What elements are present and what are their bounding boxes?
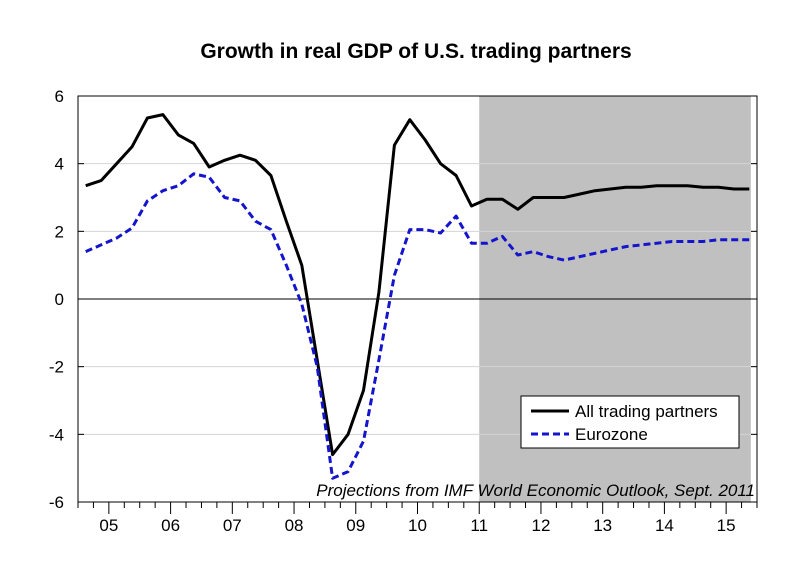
series-line-all-trading-partners	[85, 113, 750, 457]
legend-label: Eurozone	[575, 425, 648, 444]
y-tick-label: 4	[55, 155, 64, 174]
x-tick-label: 09	[346, 516, 365, 535]
x-tick-label: 11	[470, 516, 488, 535]
chart-title: Growth in real GDP of U.S. trading partn…	[200, 40, 631, 63]
y-tick-label: -6	[49, 493, 64, 512]
y-tick-label: -4	[49, 425, 64, 444]
y-tick-label: 6	[55, 87, 64, 106]
x-tick-label: 12	[531, 516, 550, 535]
x-tick-label: 08	[285, 516, 304, 535]
x-tick-label: 07	[223, 516, 242, 535]
y-tick-label: -2	[49, 358, 64, 377]
x-tick-label: 10	[408, 516, 427, 535]
x-tick-label: 05	[99, 516, 118, 535]
x-tick-label: 14	[655, 516, 674, 535]
legend-box	[520, 395, 740, 449]
series-line-eurozone	[85, 172, 750, 480]
plot-frame	[77, 95, 758, 503]
x-tick-label: 13	[593, 516, 612, 535]
y-tick-label: 0	[55, 290, 64, 309]
x-tick-label: 06	[161, 516, 180, 535]
x-tick-label: 15	[717, 516, 736, 535]
legend-label: All trading partners	[575, 402, 718, 421]
legend: All trading partners Eurozone	[520, 395, 740, 449]
y-tick-label: 2	[55, 222, 64, 241]
plot-area: 6 4 2 0 -2 -4 -6 05 06 07 08 09 10 11 12 13 14 15 All trad…	[49, 87, 758, 535]
projection-note: Projections from IMF World Economic Outl…	[316, 481, 755, 500]
